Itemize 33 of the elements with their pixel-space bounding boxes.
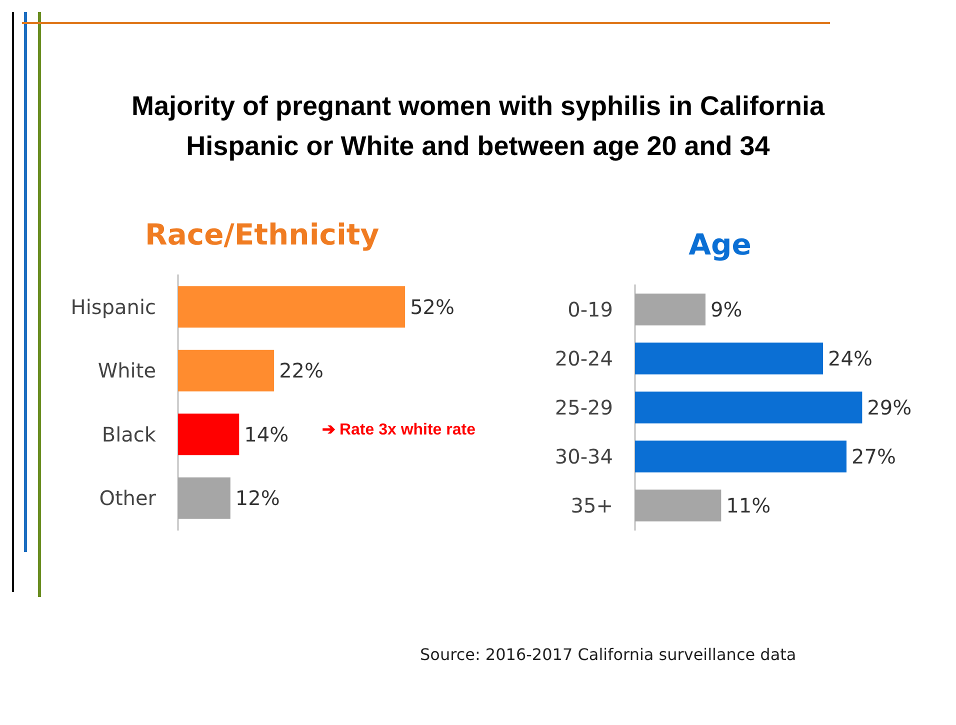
y-tick-label: Other — [99, 486, 157, 510]
y-tick-label: 35+ — [570, 494, 613, 518]
bar — [635, 490, 722, 522]
bar — [635, 440, 846, 472]
data-label: 24% — [828, 346, 872, 370]
data-label: 29% — [867, 396, 912, 420]
y-tick-label: 30-34 — [554, 444, 613, 468]
bar — [178, 286, 406, 328]
text: Majority of pregnant women with syphilis in California — [130, 90, 826, 123]
data-label: 9% — [710, 298, 742, 322]
data-label: 12% — [235, 486, 280, 510]
data-label: 52% — [410, 294, 455, 319]
text: Hispanic or White and between age 20 and 34 — [185, 130, 771, 163]
y-tick-label: 0-19 — [568, 298, 613, 322]
bar — [178, 477, 230, 519]
y-tick-label: 25-29 — [554, 396, 613, 420]
source-note: Source: 2016-2017 California surveillance data — [420, 645, 796, 664]
chart-title: Race/Ethnicity — [145, 218, 380, 252]
data-label: 27% — [852, 444, 896, 468]
chart-title: Age — [688, 228, 752, 262]
data-label: 22% — [279, 358, 324, 383]
bar — [178, 414, 240, 456]
y-tick-label: Hispanic — [70, 294, 156, 319]
bar — [178, 350, 274, 392]
bar — [635, 342, 823, 374]
data-label: 11% — [726, 494, 771, 518]
bar — [635, 294, 706, 326]
y-tick-label: Black — [102, 422, 156, 446]
y-tick-label: White — [98, 358, 156, 383]
data-label: 14% — [244, 422, 289, 446]
y-tick-label: 20-24 — [554, 346, 613, 370]
bar — [635, 392, 862, 424]
annotation: ➔ Rate 3x white rate — [322, 422, 476, 438]
